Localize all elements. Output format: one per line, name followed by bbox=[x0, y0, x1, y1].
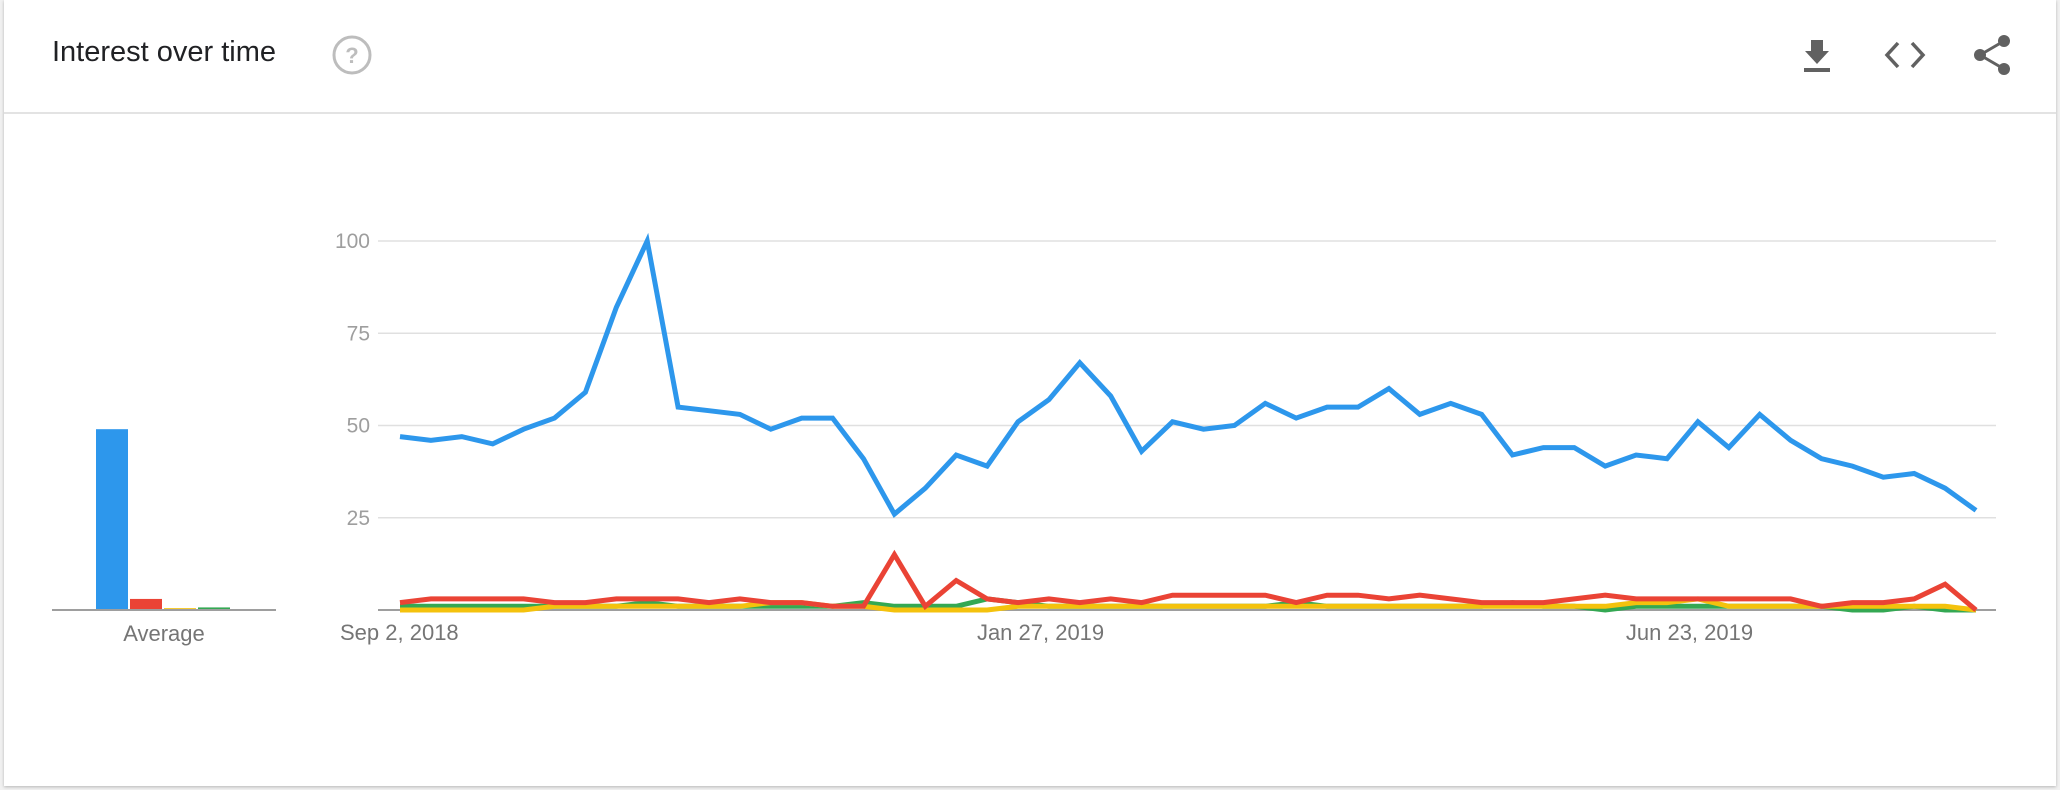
svg-text:?: ? bbox=[345, 43, 358, 68]
interest-chart: Average 25 50 75 100 Sep 2, 2018 Jan 27, 2019… bbox=[52, 230, 1996, 646]
average-bar bbox=[96, 429, 128, 610]
average-bar bbox=[130, 598, 162, 610]
x-tick-label: Jan 27, 2019 bbox=[977, 620, 1104, 645]
x-tick-label: Jun 23, 2019 bbox=[1626, 620, 1753, 645]
card-header: Interest over time ? bbox=[4, 0, 2056, 114]
series-line bbox=[399, 232, 1978, 518]
download-icon bbox=[1804, 40, 1830, 72]
x-tick-label: Sep 2, 2018 bbox=[340, 620, 459, 645]
interest-line-chart: 25 50 75 100 Sep 2, 2018 Jan 27, 2019 Jun 23, … bbox=[335, 230, 1996, 645]
series-line bbox=[399, 549, 1978, 612]
average-label: Average bbox=[123, 621, 205, 646]
y-tick-label: 25 bbox=[347, 507, 370, 530]
share-button[interactable] bbox=[1968, 30, 2018, 80]
y-tick-label: 100 bbox=[335, 230, 370, 253]
share-icon bbox=[1974, 35, 2010, 75]
y-tick-label: 50 bbox=[347, 415, 370, 438]
average-bar-chart: Average bbox=[52, 429, 276, 646]
series-line bbox=[400, 596, 1977, 613]
y-tick-label: 75 bbox=[347, 322, 370, 345]
code-icon bbox=[1884, 41, 1926, 69]
interest-over-time-card: Interest over time ? bbox=[4, 0, 2056, 786]
average-bar bbox=[198, 607, 230, 610]
card-title: Interest over time bbox=[52, 36, 277, 68]
embed-button[interactable] bbox=[1880, 30, 1930, 80]
download-button[interactable] bbox=[1792, 30, 1842, 80]
help-circle-icon[interactable]: ? bbox=[330, 33, 374, 77]
